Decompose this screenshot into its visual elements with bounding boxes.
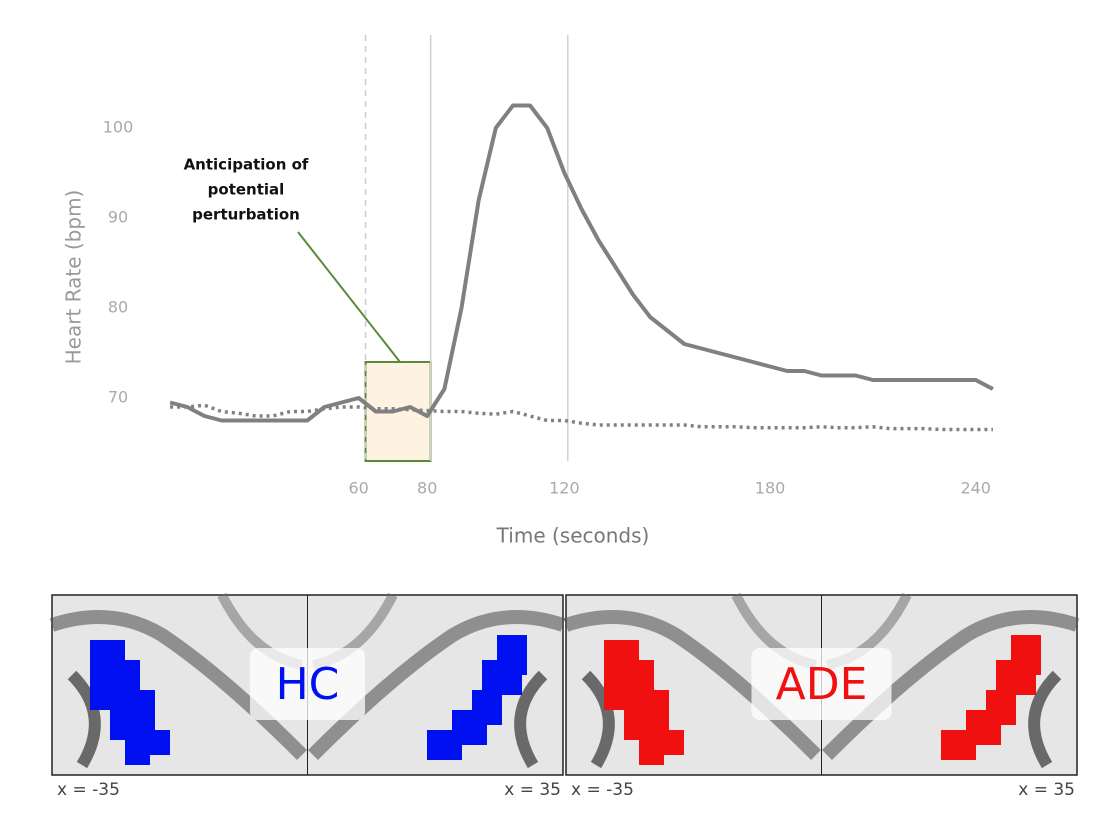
- brain-fold: [514, 670, 548, 769]
- y-tick-label: 70: [108, 388, 128, 407]
- annotation-text: Anticipation of: [184, 156, 309, 174]
- x-tick-label: 60: [349, 479, 369, 498]
- brain-fold: [581, 670, 615, 769]
- y-axis-label: Heart Rate (bpm): [62, 190, 86, 365]
- coord-label: x = -35: [571, 780, 634, 800]
- region-right: [941, 635, 1041, 760]
- region-left: [90, 640, 170, 765]
- coord-label: x = -35: [57, 780, 120, 800]
- region-right: [427, 635, 527, 760]
- x-tick-label: 120: [549, 479, 580, 498]
- brain-fold: [1028, 670, 1062, 769]
- line-series: [169, 103, 994, 423]
- group-label: ADE: [776, 659, 868, 710]
- annotation-text: potential: [208, 181, 285, 199]
- annotation-leader: [297, 231, 401, 363]
- annotation-text: perturbation: [192, 206, 300, 224]
- coord-label: x = 35: [1018, 780, 1075, 800]
- y-tick-label: 90: [108, 208, 128, 227]
- x-tick-label: 180: [755, 479, 786, 498]
- y-tick-label: 100: [103, 118, 134, 137]
- region-left: [604, 640, 684, 765]
- coord-label: x = 35: [504, 780, 561, 800]
- brain-fold: [67, 670, 101, 769]
- line-series: [170, 403, 993, 432]
- x-tick-label: 80: [417, 479, 437, 498]
- brain-panel: HC x = -35 x = 35: [49, 592, 566, 800]
- brain-panel: ADE x = -35 x = 35: [563, 592, 1080, 800]
- label-box: [250, 648, 365, 720]
- group-label: HC: [276, 659, 340, 710]
- label-box: [751, 648, 892, 720]
- y-tick-label: 80: [108, 298, 128, 317]
- x-axis-label: Time (seconds): [496, 524, 650, 548]
- x-tick-label: 240: [960, 479, 991, 498]
